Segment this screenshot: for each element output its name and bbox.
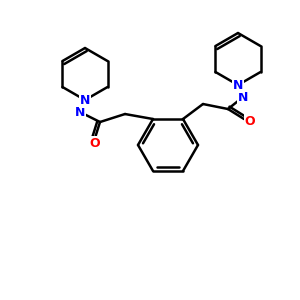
Text: O: O bbox=[90, 136, 100, 149]
Text: N: N bbox=[75, 106, 85, 118]
Text: N: N bbox=[233, 79, 243, 92]
Text: N: N bbox=[80, 94, 90, 106]
Text: N: N bbox=[238, 91, 248, 103]
Text: O: O bbox=[245, 115, 255, 128]
